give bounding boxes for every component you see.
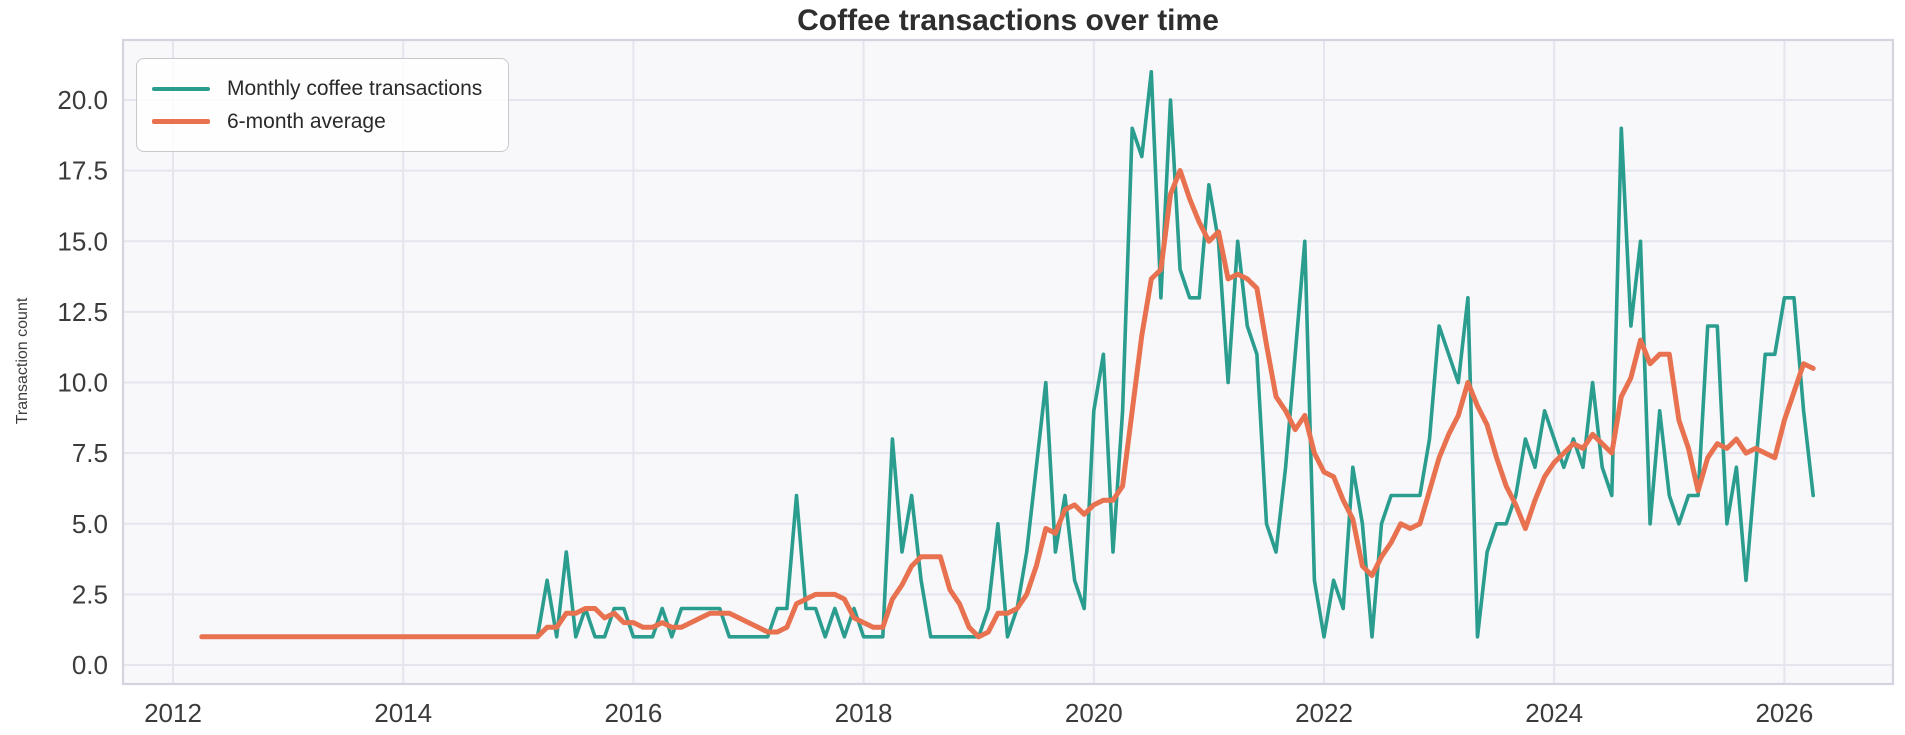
svg-text:10.0: 10.0 (57, 368, 108, 398)
svg-text:2022: 2022 (1295, 698, 1353, 728)
svg-text:0.0: 0.0 (72, 650, 108, 680)
svg-text:20.0: 20.0 (57, 85, 108, 115)
average-series-swatch (152, 119, 210, 124)
legend-label-monthly: Monthly coffee transactions (227, 76, 483, 100)
legend-entry-average: 6-month average (152, 105, 482, 138)
monthly-series-swatch (152, 86, 210, 91)
svg-text:7.5: 7.5 (72, 438, 108, 468)
y-axis-label: Transaction count (14, 297, 31, 425)
svg-text:2024: 2024 (1525, 698, 1583, 728)
y-tick-labels: 0.0 2.5 5.0 7.5 10.0 12.5 15.0 17.5 20.0 (57, 85, 108, 680)
svg-text:2.5: 2.5 (72, 579, 108, 609)
svg-text:2012: 2012 (144, 698, 202, 728)
svg-text:5.0: 5.0 (72, 509, 108, 539)
svg-text:15.0: 15.0 (57, 226, 108, 256)
svg-text:12.5: 12.5 (57, 297, 108, 327)
average-series-line (199, 168, 1816, 640)
axes-spines (121, 38, 1895, 686)
x-tick-labels: 2012 2014 2016 2018 2020 2022 2024 2026 (144, 698, 1813, 728)
svg-text:2026: 2026 (1755, 698, 1813, 728)
svg-text:2016: 2016 (604, 698, 662, 728)
svg-text:2014: 2014 (374, 698, 432, 728)
svg-text:2020: 2020 (1065, 698, 1123, 728)
gridlines (123, 40, 1893, 684)
legend-entry-monthly: Monthly coffee transactions (152, 72, 482, 105)
svg-text:2018: 2018 (835, 698, 893, 728)
legend: Monthly coffee transactions 6-month aver… (136, 58, 510, 152)
chart-title: Coffee transactions over time (797, 4, 1219, 37)
svg-text:17.5: 17.5 (57, 156, 108, 186)
legend-label-average: 6-month average (227, 109, 386, 133)
